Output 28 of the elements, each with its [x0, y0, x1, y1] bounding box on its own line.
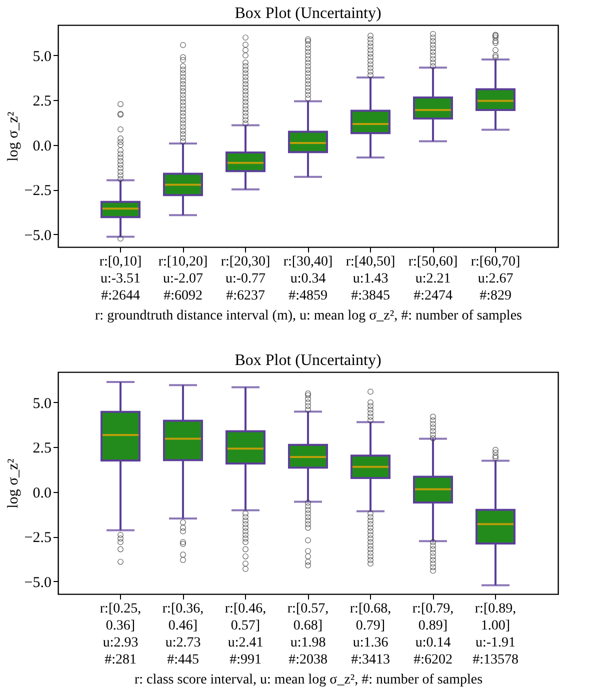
y-tick-label: 5.0: [32, 396, 52, 412]
x-tick-label: r:[30,40] u:0.34 #:4859: [283, 254, 333, 304]
y-tick-label: 2.5: [32, 94, 52, 110]
x-tick-label: r:[0.79, 0.89] u:0.14 #:6202: [412, 602, 454, 668]
x-tick-label: r:[60,70] u:2.67 #:829: [470, 254, 520, 304]
y-tick-label: −2.5: [24, 530, 52, 546]
x-tick-label: r:[50,60] u:2.21 #:2474: [408, 254, 458, 304]
y-tick-label: −5.0: [24, 228, 52, 244]
y-tick-label: −2.5: [24, 183, 52, 200]
x-axis-title: r: groundtruth distance interval (m), u: mean log σ_z², #: number of samples: [95, 308, 522, 324]
x-tick-label: r:[0.57, 0.68] u:1.98 #:2038: [287, 602, 329, 668]
x-tick-label: r:[0.68, 0.79] u:1.36 #:3413: [350, 602, 392, 668]
y-axis-title: log σ_z²: [5, 458, 22, 508]
x-tick-label: r:[20,30] u:-0.77 #:6237: [220, 254, 270, 304]
x-axis-title: r: class score interval, u: mean log σ_z², #: number of samples: [134, 672, 483, 688]
x-tick-label: r:[0.36, 0.46] u:2.73 #:445: [162, 602, 204, 668]
y-tick-label: −5.0: [24, 574, 52, 591]
y-tick-label: 2.5: [32, 440, 52, 457]
chart-title: Box Plot (Uncertainty): [234, 5, 382, 22]
y-tick-label: 0.0: [32, 138, 52, 154]
chart-title: Box Plot (Uncertainty): [234, 352, 382, 369]
x-tick-label: r:[40,50] u:1.43 #:3845: [346, 254, 396, 304]
x-tick-label: r:[10,20] u:-2.07 #:6092: [158, 254, 208, 304]
y-tick-label: 5.0: [32, 48, 52, 65]
y-tick-label: 0.0: [32, 485, 52, 502]
x-tick-label: r:[0.46, 0.57] u:2.41 #:991: [224, 602, 266, 668]
x-tick-label: r:[0.89, 1.00] u:-1.91 #:13578: [472, 602, 518, 668]
y-axis-title: log σ_z²: [5, 111, 22, 162]
